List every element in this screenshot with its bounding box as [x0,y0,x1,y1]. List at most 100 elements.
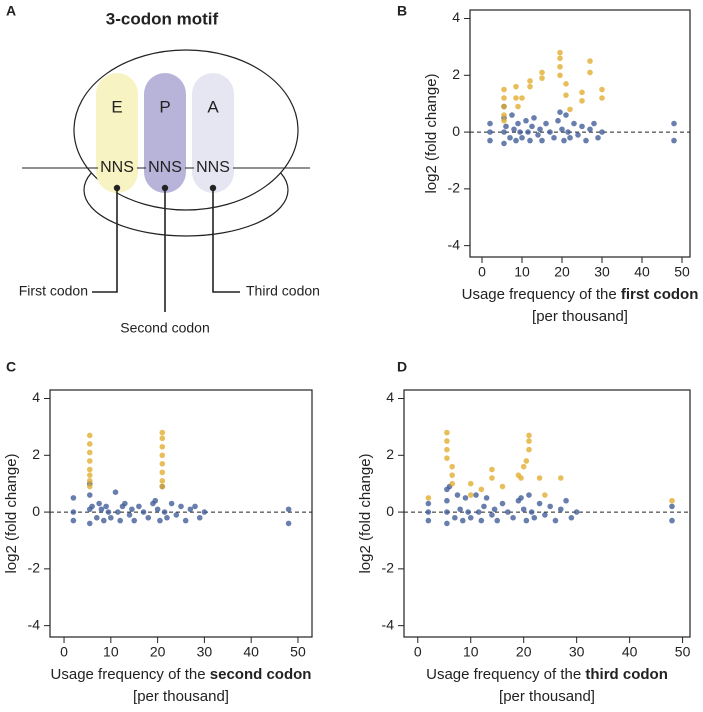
scatter-point [542,492,548,498]
scatter-point [518,475,524,481]
scatter-point [487,120,493,127]
scatter-point [98,506,105,513]
scatter-point [526,438,532,444]
scatter-point [494,517,501,524]
y-tick-label: 0 [386,503,394,519]
a-site [192,73,234,193]
scatter-point [527,78,533,84]
scatter-point [444,497,450,504]
scatter-point [539,137,545,144]
scatter-point [159,461,166,467]
x-tick-label: 20 [150,644,166,660]
scatter-point [505,509,511,515]
scatter-point [531,115,537,121]
panel-label: B [397,3,407,19]
scatter-point [489,512,495,518]
scatter-point [487,129,493,135]
scatter-point [157,517,163,524]
scatter-point [557,63,563,70]
scatter-point [527,83,533,90]
scatter-point [557,49,563,56]
scatter-point [444,520,450,527]
scatter-point [526,492,532,498]
scatter-point [108,514,114,521]
scatter-point [537,126,543,133]
scatter-point [591,120,597,127]
panel-label: D [397,359,407,375]
codon: NNS [148,159,182,176]
scatter-point [563,92,569,98]
scatter-point [501,86,507,93]
scatter-point [501,112,507,118]
x-tick-label: 30 [569,644,585,660]
scatter-point [501,140,507,147]
scatter-point [561,137,567,144]
scatter-point [96,500,102,507]
scatter-point [103,503,109,510]
x-tick-label: 20 [516,644,532,660]
scatter-point [285,506,292,513]
x-axis-unit: [per thousand] [532,308,628,325]
scatter-point [552,517,559,524]
callout-label: Second codon [120,320,210,336]
scatter-point [587,58,593,64]
codon-dot [113,184,121,192]
scatter-point [579,123,585,130]
scatter-point [452,514,458,521]
plot-frame [469,9,691,258]
scatter-point [86,466,93,473]
scatter-point [201,509,208,515]
codon: NNS [100,159,134,176]
callout-label: First codon [19,283,88,299]
scatter-point [595,134,601,141]
scatter-point [515,103,521,110]
scatter-point [159,452,166,459]
scatter-point [159,443,166,450]
scatter-point [526,446,532,453]
scatter-point [543,120,549,127]
scatter-point [489,475,495,481]
scatter-point [86,458,93,464]
scatter-point [579,98,585,104]
scatter-point [86,472,93,478]
scatter-point [671,137,677,144]
scatter-point [462,495,469,501]
scatter-point [587,126,593,133]
scatter-point [159,429,166,436]
codon-dot [209,184,217,192]
x-axis-label: Usage frequency of the first codon [462,286,699,303]
scatter-point [154,506,161,513]
scatter-point [457,506,463,513]
scatter-point [515,120,521,127]
scatter-point [523,517,530,524]
scatter-point [669,503,675,510]
scatter-point [178,503,184,510]
scatter-point [444,455,450,461]
site-label: A [207,97,219,116]
scatter-point [444,429,450,436]
scatter-point [182,517,189,524]
scatter-point [531,514,538,521]
plot-frame [49,389,313,638]
x-axis-label-text: Usage frequency of the [51,666,210,683]
x-tick-label: 10 [103,644,119,660]
scatter-point [478,486,485,493]
scatter-point [86,492,93,498]
y-axis-label: log2 (fold change) [423,73,440,193]
scatter-point [547,503,553,510]
x-axis-label: Usage frequency of the third codon [426,666,668,683]
scatter-point [542,512,548,518]
y-tick-label: -4 [448,236,461,252]
scatter-point [520,506,527,513]
scatter-point [583,137,589,144]
x-tick-label: 30 [594,264,610,280]
scatter-point [563,81,569,87]
y-tick-label: -4 [28,616,41,632]
scatter-point [513,95,519,101]
scatter-point [70,495,77,501]
scatter-point [449,480,455,487]
scatter-point [487,137,493,144]
scatter-point [129,506,135,513]
e-site [96,73,138,193]
